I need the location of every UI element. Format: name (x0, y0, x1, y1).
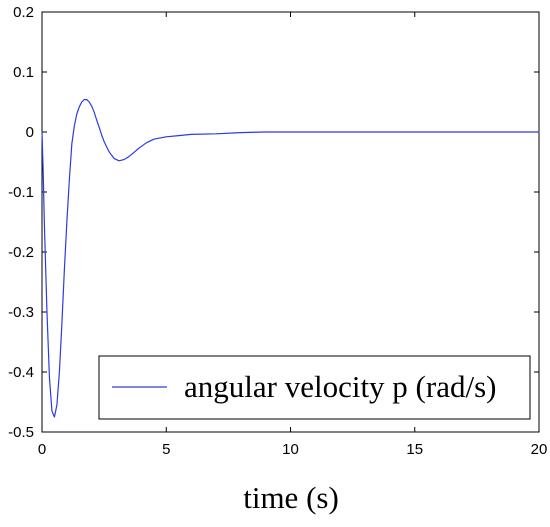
y-tick-label: -0.2 (8, 244, 34, 261)
legend-label: angular velocity p (rad/s) (184, 369, 496, 404)
y-tick-label: 0.2 (13, 4, 34, 21)
y-axis: -0.5 -0.4 -0.3 -0.2 -0.1 0 0.1 0.2 (8, 4, 539, 441)
series-line-angular-velocity (41, 99, 540, 418)
legend: angular velocity p (rad/s) (98, 355, 531, 420)
y-tick-label: -0.4 (8, 364, 34, 381)
y-tick-label: -0.3 (8, 304, 34, 321)
x-axis-title: time (s) (243, 480, 339, 515)
y-tick-label: 0.1 (13, 64, 34, 81)
x-tick-label: 15 (406, 441, 423, 458)
x-axis: 0 5 10 15 20 (38, 12, 548, 458)
x-tick-label: 0 (38, 441, 46, 458)
y-tick-label: -0.5 (8, 424, 34, 441)
x-tick-label: 5 (162, 441, 170, 458)
legend-box (98, 355, 531, 420)
x-tick-label: 10 (282, 441, 299, 458)
y-tick-label: -0.1 (8, 184, 34, 201)
y-tick-label: 0 (26, 124, 34, 141)
series-layer (41, 99, 540, 418)
x-tick-label: 20 (531, 441, 548, 458)
